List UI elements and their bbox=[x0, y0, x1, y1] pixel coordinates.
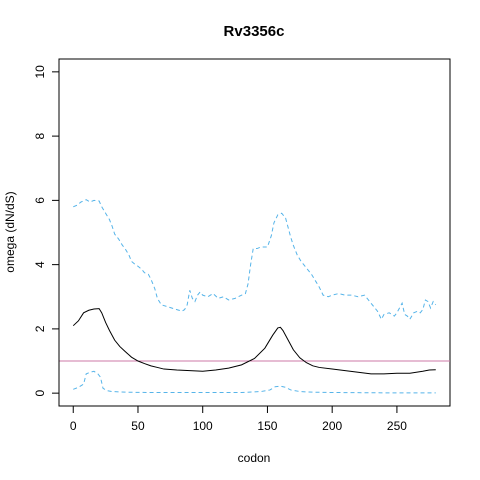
y-tick-label: 2 bbox=[33, 325, 47, 332]
y-tick-label: 4 bbox=[33, 261, 47, 268]
y-axis-label: omega (dN/dS) bbox=[3, 191, 17, 272]
x-axis-label: codon bbox=[238, 451, 271, 465]
y-tick-label: 8 bbox=[33, 132, 47, 139]
x-tick-label: 100 bbox=[193, 419, 213, 433]
series-layer bbox=[72, 199, 437, 394]
series-estimate-line bbox=[72, 308, 436, 375]
x-tick-label: 250 bbox=[387, 419, 407, 433]
chart-title: Rv3356c bbox=[224, 23, 285, 40]
x-tick-label: 150 bbox=[257, 419, 277, 433]
y-tick-label: 0 bbox=[33, 389, 47, 396]
x-tick-label: 0 bbox=[70, 419, 77, 433]
series-upper-bound-line bbox=[73, 199, 437, 321]
x-axis: 0 50 100 150 200 250 bbox=[70, 405, 407, 433]
y-tick-label: 10 bbox=[33, 65, 47, 79]
x-tick-label: 200 bbox=[322, 419, 342, 433]
series-lower-bound-line bbox=[73, 370, 436, 394]
x-tick-label: 50 bbox=[131, 419, 145, 433]
y-tick-label: 6 bbox=[33, 197, 47, 204]
y-axis: 0 2 4 6 8 10 bbox=[33, 65, 60, 396]
